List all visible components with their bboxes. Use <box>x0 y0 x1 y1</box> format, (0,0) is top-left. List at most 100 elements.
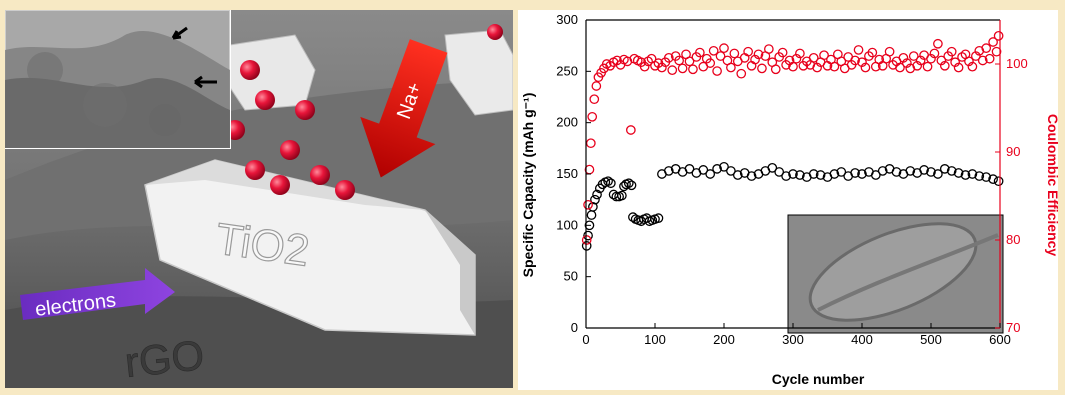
efficiency-point <box>922 61 933 72</box>
capacity-point <box>605 178 616 189</box>
y-tick-label: 0 <box>571 320 578 335</box>
efficiency-point <box>705 58 716 68</box>
efficiency-point <box>991 46 1002 57</box>
efficiency-point <box>857 57 867 68</box>
efficiency-point <box>639 61 650 72</box>
efficiency-point <box>895 62 905 73</box>
efficiency-point <box>884 46 895 57</box>
rgo-label: rGO <box>123 331 207 386</box>
y-tick-label: 100 <box>556 217 578 232</box>
tem-inset <box>5 10 231 149</box>
efficiency-point <box>587 111 598 122</box>
efficiency-point <box>657 62 667 73</box>
sodium-ion <box>240 60 260 80</box>
capacity-point <box>767 162 778 173</box>
capacity-point <box>953 168 964 178</box>
capacity-point <box>829 169 840 179</box>
efficiency-point <box>829 61 840 72</box>
efficiency-point <box>901 58 912 68</box>
efficiency-point <box>674 55 684 66</box>
capacity-point <box>684 164 695 174</box>
efficiency-point <box>770 64 781 75</box>
capacity-point <box>581 241 592 251</box>
sodium-ion <box>295 100 315 120</box>
capacity-point <box>974 171 985 181</box>
efficiency-point <box>585 138 596 149</box>
efficiency-point <box>729 48 740 59</box>
capacity-point <box>623 178 634 189</box>
capacity-point <box>836 167 847 177</box>
efficiency-point <box>819 50 829 61</box>
y-tick-label: 150 <box>556 166 578 181</box>
capacity-point <box>815 170 826 180</box>
efficiency-point <box>626 125 636 135</box>
capacity-point <box>788 169 798 179</box>
sodium-ion <box>270 175 290 195</box>
efficiency-point <box>929 48 940 59</box>
y-tick-label: 250 <box>556 63 578 78</box>
capacity-point <box>611 191 622 202</box>
capacity-point <box>719 161 729 172</box>
efficiency-point <box>684 56 695 67</box>
capacity-point <box>981 172 992 182</box>
x-tick-label: 300 <box>782 332 804 347</box>
efficiency-point <box>667 65 678 76</box>
efficiency-point <box>708 45 719 56</box>
efficiency-point <box>993 30 1004 41</box>
efficiency-point <box>967 61 978 72</box>
capacity-point <box>663 166 674 176</box>
schematic-panel: TiO2 Na+ electrons rGO <box>5 10 513 388</box>
capacity-point <box>988 174 998 184</box>
efficiency-point <box>898 52 909 63</box>
efficiency-point <box>589 94 600 105</box>
efficiency-point <box>677 63 688 74</box>
efficiency-point <box>970 51 981 61</box>
efficiency-point <box>850 55 860 66</box>
efficiency-point <box>757 63 767 74</box>
capacity-point <box>732 170 743 180</box>
efficiency-point <box>867 47 878 58</box>
x-tick-label: 400 <box>851 332 873 347</box>
sodium-ion <box>335 180 355 200</box>
tio2-crystal-side <box>425 210 475 335</box>
efficiency-point <box>736 68 747 79</box>
efficiency-point <box>753 49 764 60</box>
capacity-point <box>808 169 819 179</box>
efficiency-point <box>953 62 964 73</box>
efficiency-point <box>853 45 864 55</box>
efficiency-point <box>712 66 722 76</box>
capacity-point <box>850 168 860 178</box>
efficiency-point <box>715 51 726 61</box>
y2-tick-label: 90 <box>1006 144 1020 159</box>
efficiency-point <box>946 46 957 57</box>
efficiency-point <box>950 57 960 68</box>
capacity-point <box>588 202 598 212</box>
capacity-point <box>746 171 757 181</box>
efficiency-point <box>912 60 923 71</box>
efficiency-point <box>788 61 798 72</box>
capacity-point <box>608 189 619 200</box>
capacity-point <box>926 167 936 177</box>
x-tick-label: 500 <box>920 332 942 347</box>
efficiency-point <box>663 52 674 63</box>
capacity-point <box>857 169 867 179</box>
capacity-point <box>626 180 637 191</box>
x-tick-label: 100 <box>644 332 666 347</box>
capacity-point <box>967 169 978 179</box>
capacity-point <box>960 170 971 180</box>
capacity-point <box>905 166 916 176</box>
efficiency-point <box>591 81 602 91</box>
efficiency-point <box>808 52 819 63</box>
arrow-icon <box>171 26 188 40</box>
chart-plot: 0 100 200 300 400 500 600 0 50 100 150 200 250 300 70 8… <box>556 12 1027 347</box>
capacity-point <box>712 164 722 174</box>
efficiency-point <box>695 47 705 58</box>
capacity-point <box>584 220 595 231</box>
capacity-point <box>628 212 638 222</box>
capacity-point <box>993 176 1004 187</box>
efficiency-point <box>981 43 992 54</box>
efficiency-point <box>908 51 919 61</box>
capacity-point <box>619 181 629 192</box>
efficiency-point <box>812 62 822 73</box>
efficiency-point <box>777 47 788 58</box>
